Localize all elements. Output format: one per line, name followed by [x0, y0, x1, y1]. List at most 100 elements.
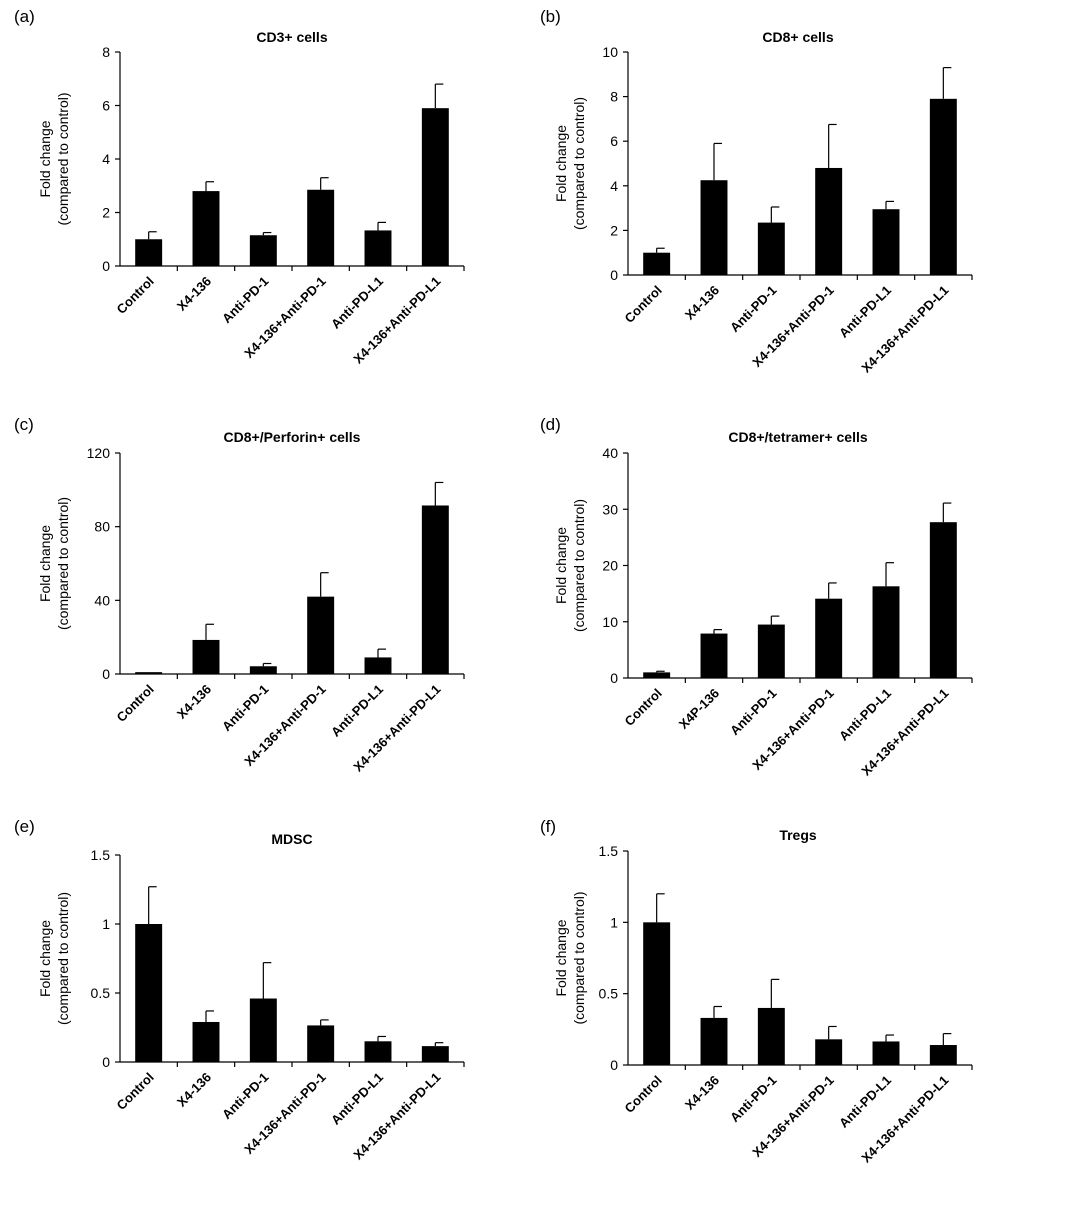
bar: [815, 598, 843, 678]
bar: [815, 1039, 843, 1065]
y-axis-label-line: Fold change: [37, 120, 53, 197]
y-tick-label: 20: [602, 558, 618, 574]
panel-letter: (d): [540, 415, 561, 434]
chart-panel: (a) CD3+ cells Fold change (compared to con…: [14, 7, 465, 367]
bar: [192, 1021, 220, 1062]
y-tick-label: 2: [102, 205, 110, 221]
y-axis-label-line: (compared to control): [571, 97, 587, 230]
chart-panel: (d) CD8+/tetramer+ cells Fold change (compa…: [540, 415, 973, 779]
y-tick-label: 8: [610, 89, 618, 105]
x-category-label: X4-136: [682, 1073, 722, 1113]
y-tick-label: 0: [102, 1054, 110, 1070]
x-category-label: X4-136: [174, 274, 214, 314]
y-tick-label: 1: [610, 914, 618, 930]
y-axis-label-line: Fold change: [553, 125, 569, 202]
bar: [192, 191, 220, 266]
y-tick-label: 0: [102, 258, 110, 274]
x-category-label: Anti-PD-L1: [328, 682, 386, 740]
bar: [249, 998, 277, 1062]
bar: [872, 586, 900, 678]
bar: [643, 922, 671, 1065]
y-axis-label-line: (compared to control): [571, 499, 587, 632]
y-axis-label: Fold change (compared to control): [37, 92, 71, 225]
panel-letter: (e): [14, 817, 35, 836]
y-tick-label: 8: [102, 44, 110, 60]
bar: [364, 1041, 392, 1062]
y-tick-label: 10: [602, 44, 618, 60]
x-category-label: Anti-PD-L1: [836, 283, 894, 341]
chart-title: CD3+ cells: [256, 29, 327, 45]
x-category-label: Anti-PD-1: [219, 682, 271, 734]
bar: [643, 672, 671, 678]
bar: [929, 98, 957, 275]
x-category-label: Anti-PD-1: [219, 1070, 271, 1122]
y-axis-label: Fold change (compared to control): [553, 97, 587, 230]
y-tick-label: 30: [602, 501, 618, 517]
bar: [757, 624, 785, 678]
bar: [364, 657, 392, 674]
x-category-label: X4-136: [174, 1070, 214, 1110]
chart-panel: (b) CD8+ cells Fold change (compared to con…: [540, 7, 973, 376]
chart-panel: (f) Tregs Fold change (compared to control)…: [540, 817, 973, 1166]
panel-letter: (a): [14, 7, 35, 26]
y-tick-label: 10: [602, 614, 618, 630]
bar: [757, 222, 785, 275]
bar: [815, 167, 843, 275]
bar: [700, 1017, 728, 1065]
bar: [929, 522, 957, 678]
bar: [872, 1041, 900, 1065]
x-category-label: Anti-PD-L1: [328, 274, 386, 332]
bar: [249, 235, 277, 266]
y-tick-label: 1.5: [91, 847, 111, 863]
bar: [700, 180, 728, 275]
x-category-label: Control: [621, 283, 664, 326]
y-tick-label: 0: [102, 666, 110, 682]
bar: [249, 666, 277, 674]
x-category-label: Anti-PD-L1: [836, 686, 894, 744]
bar: [421, 1046, 449, 1062]
x-category-label: X4-136: [174, 682, 214, 722]
x-category-label: Control: [621, 686, 664, 729]
bar: [757, 1007, 785, 1065]
x-category-label: X4-136: [682, 283, 722, 323]
y-axis-label-line: (compared to control): [571, 891, 587, 1024]
y-axis-label: Fold change (compared to control): [37, 497, 71, 630]
y-tick-label: 1: [102, 916, 110, 932]
y-axis-label-line: (compared to control): [55, 892, 71, 1025]
x-category-label: Control: [113, 682, 156, 725]
y-tick-label: 40: [94, 592, 110, 608]
bar: [192, 639, 220, 674]
bar: [929, 1045, 957, 1065]
y-axis-label-line: Fold change: [37, 525, 53, 602]
y-tick-label: 4: [610, 178, 618, 194]
bar: [421, 108, 449, 266]
y-tick-label: 4: [102, 151, 110, 167]
y-tick-label: 0: [610, 267, 618, 283]
bar: [307, 1025, 335, 1062]
y-tick-label: 6: [102, 98, 110, 114]
bar: [135, 239, 163, 266]
x-category-label: Control: [113, 274, 156, 317]
x-category-label: Anti-PD-L1: [836, 1073, 894, 1131]
y-tick-label: 1.5: [599, 843, 619, 859]
bar: [643, 252, 671, 275]
y-axis-label-line: Fold change: [37, 920, 53, 997]
y-axis-label: Fold change (compared to control): [553, 499, 587, 632]
y-axis-label: Fold change (compared to control): [553, 891, 587, 1024]
y-tick-label: 0: [610, 670, 618, 686]
y-tick-label: 0.5: [91, 985, 111, 1001]
chart-panel: (c) CD8+/Perforin+ cells Fold change (compa…: [14, 415, 465, 775]
x-category-label: Anti-PD-L1: [328, 1070, 386, 1128]
x-category-label: Control: [113, 1070, 156, 1113]
y-tick-label: 120: [87, 445, 111, 461]
panel-letter: (f): [540, 817, 556, 836]
x-category-label: Anti-PD-1: [727, 686, 779, 738]
bar: [135, 672, 163, 674]
y-tick-label: 80: [94, 519, 110, 535]
y-tick-label: 40: [602, 445, 618, 461]
x-category-label: Anti-PD-1: [727, 1073, 779, 1125]
y-axis-label-line: Fold change: [553, 919, 569, 996]
y-axis-label-line: (compared to control): [55, 497, 71, 630]
x-category-label: X4P-136: [676, 686, 722, 732]
